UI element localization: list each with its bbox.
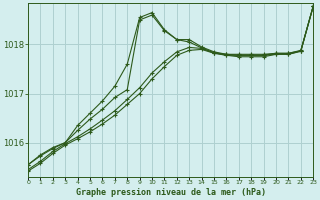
X-axis label: Graphe pression niveau de la mer (hPa): Graphe pression niveau de la mer (hPa)	[76, 188, 266, 197]
